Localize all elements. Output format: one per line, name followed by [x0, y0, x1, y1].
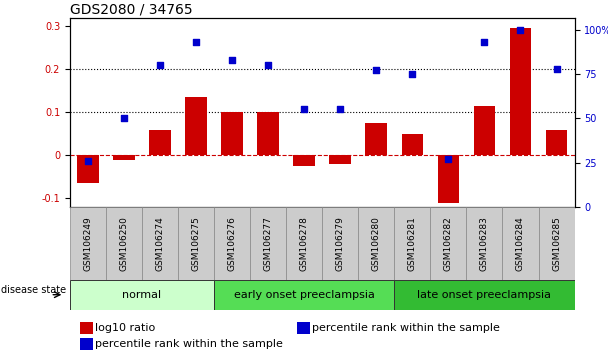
- Point: [480, 39, 489, 45]
- Bar: [330, 155, 351, 164]
- Text: early onset preeclampsia: early onset preeclampsia: [234, 290, 375, 300]
- Bar: [70, 207, 106, 280]
- Text: GSM106284: GSM106284: [516, 216, 525, 271]
- Text: GSM106285: GSM106285: [552, 216, 561, 271]
- Text: GSM106276: GSM106276: [227, 216, 237, 271]
- Bar: [70, 280, 214, 310]
- Bar: [395, 280, 575, 310]
- Point: [407, 71, 417, 77]
- Bar: [80, 322, 92, 334]
- Bar: [113, 155, 135, 160]
- Bar: [510, 28, 531, 155]
- Point: [263, 62, 273, 68]
- Point: [336, 107, 345, 112]
- Point: [155, 62, 165, 68]
- Bar: [358, 207, 395, 280]
- Bar: [297, 322, 309, 334]
- Text: normal: normal: [122, 290, 162, 300]
- Text: percentile rank within the sample: percentile rank within the sample: [95, 339, 283, 349]
- Bar: [395, 207, 430, 280]
- Bar: [286, 207, 322, 280]
- Text: GSM106249: GSM106249: [83, 216, 92, 271]
- Bar: [546, 130, 567, 155]
- Bar: [106, 207, 142, 280]
- Bar: [438, 155, 459, 203]
- Bar: [178, 207, 214, 280]
- Text: GSM106282: GSM106282: [444, 216, 453, 271]
- Bar: [294, 155, 315, 166]
- Bar: [77, 155, 98, 183]
- Bar: [221, 113, 243, 155]
- Bar: [214, 207, 250, 280]
- Bar: [142, 207, 178, 280]
- Text: disease state: disease state: [1, 285, 66, 295]
- Bar: [401, 134, 423, 155]
- Bar: [250, 207, 286, 280]
- Text: percentile rank within the sample: percentile rank within the sample: [312, 323, 500, 333]
- Text: GSM106278: GSM106278: [300, 216, 309, 271]
- Bar: [430, 207, 466, 280]
- Point: [119, 115, 129, 121]
- Bar: [214, 280, 395, 310]
- Point: [551, 66, 561, 72]
- Text: GSM106277: GSM106277: [264, 216, 272, 271]
- Point: [191, 39, 201, 45]
- Text: late onset preeclampsia: late onset preeclampsia: [418, 290, 551, 300]
- Bar: [322, 207, 358, 280]
- Point: [227, 57, 237, 63]
- Bar: [149, 130, 171, 155]
- Text: GSM106283: GSM106283: [480, 216, 489, 271]
- Point: [83, 158, 93, 164]
- Bar: [185, 97, 207, 155]
- Text: GSM106279: GSM106279: [336, 216, 345, 271]
- Point: [443, 156, 453, 162]
- Bar: [257, 113, 279, 155]
- Point: [371, 68, 381, 73]
- Text: GSM106274: GSM106274: [156, 216, 165, 271]
- Bar: [365, 123, 387, 155]
- Text: GDS2080 / 34765: GDS2080 / 34765: [70, 2, 193, 17]
- Bar: [502, 207, 539, 280]
- Bar: [466, 207, 502, 280]
- Point: [299, 107, 309, 112]
- Text: GSM106275: GSM106275: [192, 216, 201, 271]
- Bar: [474, 106, 496, 155]
- Text: GSM106281: GSM106281: [408, 216, 417, 271]
- Text: GSM106250: GSM106250: [120, 216, 128, 271]
- Bar: [80, 338, 92, 350]
- Point: [516, 27, 525, 32]
- Bar: [539, 207, 575, 280]
- Text: log10 ratio: log10 ratio: [95, 323, 156, 333]
- Text: GSM106280: GSM106280: [372, 216, 381, 271]
